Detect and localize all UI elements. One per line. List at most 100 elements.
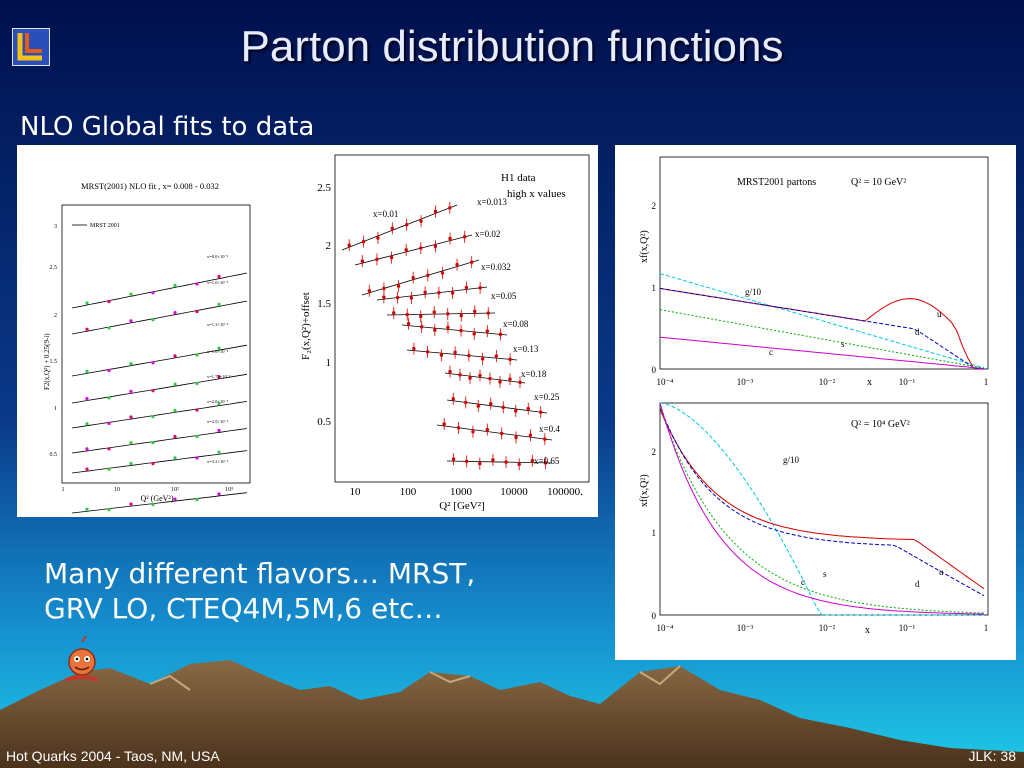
partons-low-xtick: 1 [984,377,989,387]
mrst-data-point [173,456,177,460]
partons-low-xtick: 10⁻³ [737,377,754,387]
mrst-fit-curve [71,272,248,309]
u-quark-curve [659,287,984,370]
h1-data-point [392,311,396,315]
h1-data-point [405,312,409,317]
mrst-curve-label: x=2.5×10⁻² [207,419,229,424]
h1-x-label: x=0.13 [513,344,539,354]
h1-xtick: 1000 [450,486,473,498]
mrst-data-point [151,318,155,322]
slide-title: Parton distribution functions [240,22,784,71]
mrst-f2-ylabel: F2(x,Q²) + 0.25(9-i) [43,333,51,390]
h1-data-point [440,271,445,275]
h1-fit-curve [446,460,553,464]
h1-data-point [432,310,436,314]
h1-data-point [472,332,476,336]
mrst-data-point [195,309,199,314]
partons-low-ylabel: xf(x,Q²) [639,230,650,263]
mrst-xtick: 10³ [225,487,233,493]
mrst-data-point [173,434,177,439]
h1-fit-curve [361,259,480,296]
footer-page-number: JLK: 38 [968,748,1016,764]
h1-x-label: x=0.01 [373,209,398,219]
h1-data-point [488,376,492,381]
mrst-data-point [217,428,221,433]
h1-data-point [404,248,408,252]
h1-data-point [518,380,522,385]
h1-data-point [455,262,459,267]
mrst-data-point [195,434,199,439]
mrst-data-point [217,302,221,306]
h1-data-point [411,275,415,280]
h1-ylabel: F₂(x,Q²)+offset [300,292,312,360]
h1-data-point [361,239,366,244]
h1-data-point [526,406,530,411]
gluon-curve [659,273,985,369]
mrst-data-point [195,456,199,460]
h1-data-point [409,296,414,300]
mrst-data-point [85,447,89,451]
h1-data-point [486,311,490,315]
mrst-curve-label: x=8.0×10⁻³ [207,254,229,259]
partons-high-label-s: s [823,569,827,579]
h1-data-point [539,410,543,414]
h1-data-point [478,461,482,466]
h1-data-point [458,373,462,377]
mrst-data-point [217,450,221,454]
partons-low-xtick: 10⁻² [819,377,836,387]
partons-high-xlabel: x [865,625,870,636]
h1-xtick: 100 [400,486,417,498]
mrst-data-point [85,422,89,426]
partons-high-q2-plot: Q² = 10⁴ GeV² xf(x,Q²) x 2 1 0 10⁻⁴ 10⁻³… [639,402,989,636]
mrst-f2-title: MRST(2001) NLO fit , x= 0.008 - 0.032 [81,181,219,191]
h1-xtick: 100000. [547,486,583,498]
h1-data-point [406,321,411,326]
mrst-fit-curve [71,300,248,335]
lab-logo-icon [12,28,50,66]
h1-xtick: 10000 [500,486,528,498]
mrst-ytick: 0.5 [50,452,58,458]
mrst-fit-curve [71,373,248,404]
h1-data-point [453,350,457,355]
mrst-data-point [151,462,155,466]
h1-data-point [462,235,467,239]
h1-data-point [501,405,505,410]
partons-low-label-g: g/10 [745,287,762,297]
mrst-ytick: 3 [54,224,57,230]
h1-fit-curve [386,312,496,316]
h1-data-point [543,461,548,465]
h1-data-point [448,369,452,374]
h1-data-point [395,295,400,300]
h1-fit-curve [444,372,526,384]
partons-high-xtick: 10⁻² [819,623,836,633]
h1-data-point [468,376,472,380]
h1-data-point [459,328,463,333]
body-text: Many different flavors… MRST, GRV LO, CT… [44,556,475,626]
h1-fit-curve [436,424,553,441]
h1-x-label: x=0.02 [475,229,500,239]
h1-data-point [451,397,455,401]
h1-data-point [389,255,394,260]
mrst-data-point [129,362,133,366]
h1-data-point [491,458,495,462]
c-quark-curve [659,402,984,615]
h1-data-point [347,243,351,247]
mrst-curve-label: x=1.3×10⁻² [207,322,229,327]
h1-data-point [473,309,477,314]
h1-data-point [451,457,456,461]
footer-conference: Hot Quarks 2004 - Taos, NM, USA [6,748,220,764]
h1-data-point [508,357,512,362]
mrst-xtick: 10 [114,487,120,493]
h1-data-point [404,222,409,227]
body-line: Many different flavors… MRST, [44,557,476,590]
h1-data-point [423,290,427,295]
f2-figure-panel: MRST(2001) NLO fit , x= 0.008 - 0.032 MR… [17,145,598,517]
mrst-data-point [129,292,133,296]
mrst-fit-curve [71,401,248,429]
mrst-data-point [107,396,111,400]
mrst-f2-legend: MRST 2001 [90,223,120,229]
h1-data-point [419,246,423,250]
h1-data-point [456,426,461,430]
partons-low-ytick: 0 [652,365,657,375]
partons-low-label-s: s [841,339,845,349]
